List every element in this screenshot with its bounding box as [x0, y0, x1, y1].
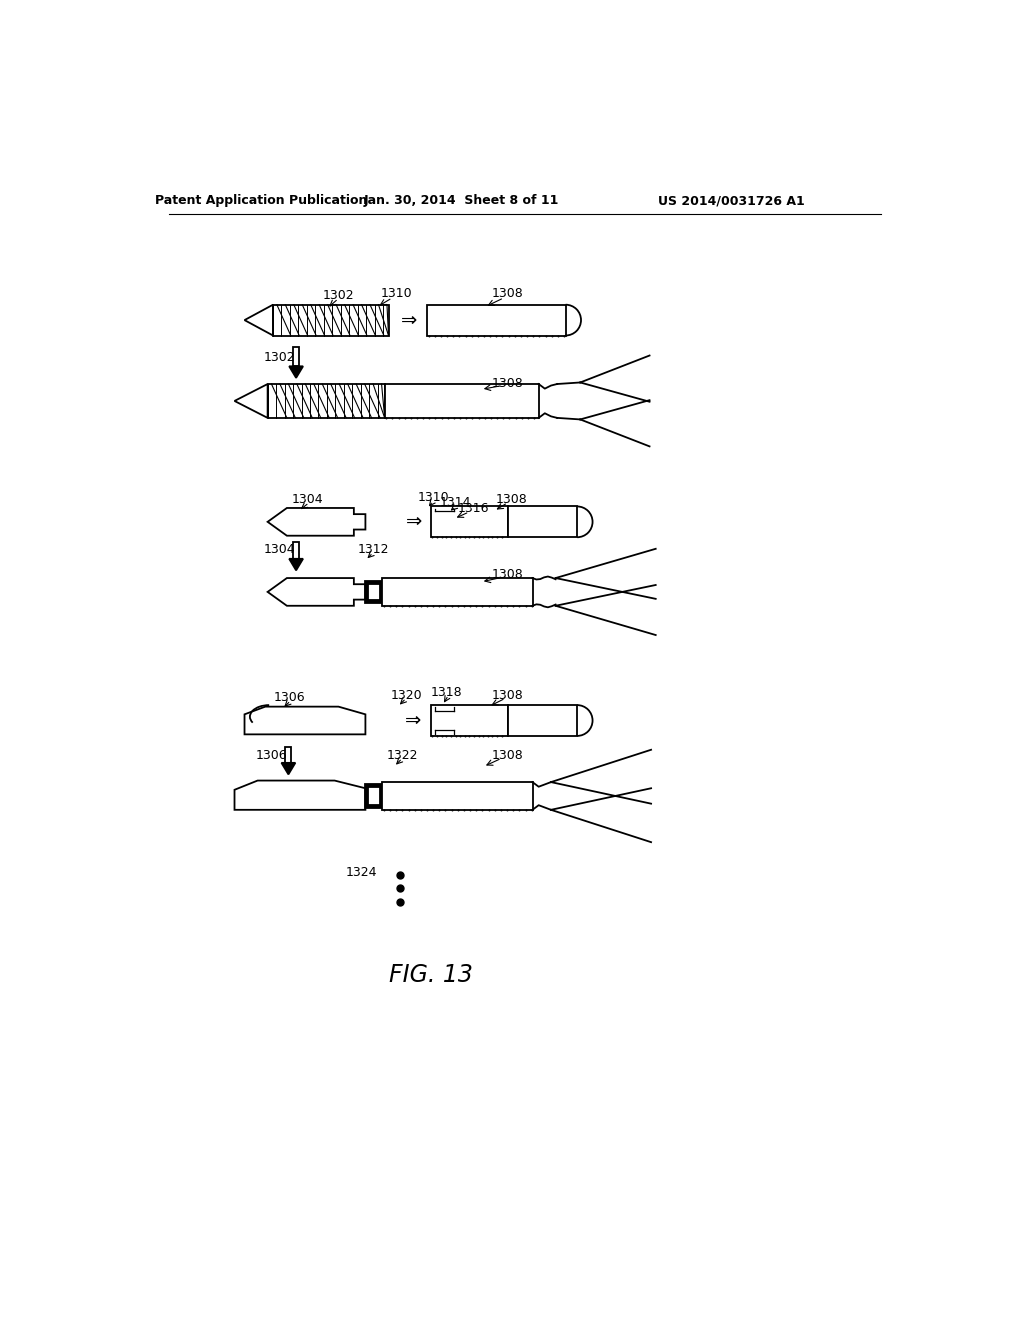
Bar: [431, 507, 508, 537]
Bar: [431, 705, 508, 737]
Bar: [368, 585, 380, 599]
Bar: [427, 305, 565, 335]
Text: 1302: 1302: [323, 289, 354, 302]
Text: US 2014/0031726 A1: US 2014/0031726 A1: [657, 194, 805, 207]
Text: 1310: 1310: [380, 288, 412, 301]
Text: 1308: 1308: [492, 568, 523, 581]
Bar: [293, 543, 299, 558]
Text: 1304: 1304: [292, 492, 324, 506]
Text: Patent Application Publication: Patent Application Publication: [156, 194, 368, 207]
Text: 1308: 1308: [492, 376, 523, 389]
Text: 1316: 1316: [458, 502, 489, 515]
Text: 1308: 1308: [492, 689, 523, 702]
Text: 1320: 1320: [390, 689, 422, 702]
Text: 1308: 1308: [492, 288, 523, 301]
Bar: [508, 507, 578, 537]
Bar: [385, 384, 539, 418]
Text: 1304: 1304: [263, 543, 295, 556]
Text: 1302: 1302: [263, 351, 295, 363]
Text: 1308: 1308: [492, 748, 523, 762]
Text: 1314: 1314: [439, 496, 471, 510]
Bar: [267, 384, 385, 418]
Polygon shape: [234, 384, 267, 418]
Bar: [366, 581, 382, 603]
Polygon shape: [245, 706, 366, 734]
Polygon shape: [282, 763, 295, 775]
Polygon shape: [267, 578, 366, 606]
Text: ⇒: ⇒: [404, 711, 421, 730]
Text: ⇒: ⇒: [406, 512, 422, 532]
Text: 1310: 1310: [418, 491, 449, 504]
Text: ⇒: ⇒: [401, 310, 418, 330]
Bar: [382, 578, 532, 606]
Text: 1322: 1322: [387, 748, 418, 762]
Polygon shape: [234, 780, 366, 810]
Text: 1306: 1306: [273, 690, 305, 704]
Text: Jan. 30, 2014  Sheet 8 of 11: Jan. 30, 2014 Sheet 8 of 11: [364, 194, 559, 207]
Text: 1324: 1324: [346, 866, 377, 879]
Text: 1318: 1318: [430, 685, 462, 698]
Text: 1308: 1308: [496, 492, 527, 506]
Text: 1312: 1312: [357, 543, 389, 556]
Bar: [273, 305, 388, 335]
Bar: [508, 705, 578, 737]
Bar: [293, 347, 299, 367]
Bar: [382, 781, 532, 810]
Bar: [368, 787, 380, 805]
Bar: [366, 784, 382, 808]
Text: 1306: 1306: [256, 748, 288, 762]
Polygon shape: [289, 558, 303, 570]
Polygon shape: [289, 367, 303, 378]
Polygon shape: [267, 508, 366, 536]
Bar: [286, 747, 292, 763]
Polygon shape: [245, 305, 273, 335]
Text: FIG. 13: FIG. 13: [389, 962, 473, 986]
